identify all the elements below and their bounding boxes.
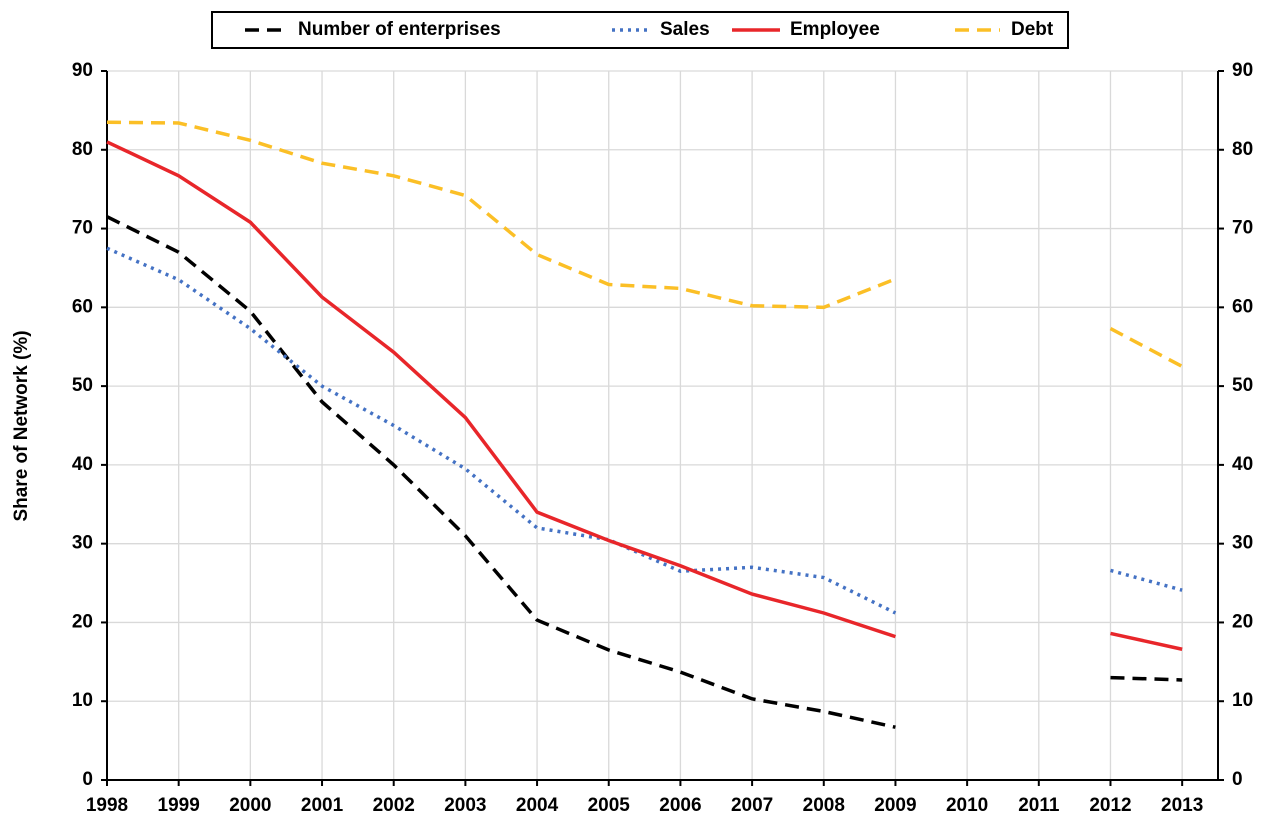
y2-tick-label: 0 — [1232, 769, 1243, 790]
legend-label: Sales — [660, 19, 710, 40]
y-tick-label: 50 — [72, 375, 93, 396]
y2-tick-label: 30 — [1232, 533, 1253, 554]
x-tick-label: 2007 — [731, 795, 773, 816]
y-tick-label: 60 — [72, 296, 93, 317]
y2-tick-label: 60 — [1232, 296, 1253, 317]
y-tick-label: 90 — [72, 60, 93, 81]
series-line — [106, 120, 1183, 368]
y2-tick-label: 50 — [1232, 375, 1253, 396]
y2-tick-label: 40 — [1232, 454, 1253, 475]
series-line — [106, 140, 1183, 651]
series-line — [106, 246, 1183, 615]
y-tick-label: 70 — [72, 218, 93, 239]
x-tick-label: 2010 — [946, 795, 988, 816]
y2-tick-label: 90 — [1232, 60, 1253, 81]
x-tick-label: 2002 — [373, 795, 415, 816]
x-tick-label: 2011 — [1018, 795, 1060, 816]
x-tick-label: 2001 — [301, 795, 344, 816]
x-tick-label: 2000 — [229, 795, 271, 816]
y-tick-label: 40 — [72, 454, 93, 475]
y-axis-label: Share of Network (%) — [11, 330, 32, 521]
legend-label: Number of enterprises — [298, 19, 501, 40]
y2-tick-label: 70 — [1232, 218, 1253, 239]
series-line — [106, 215, 1183, 729]
legend-label: Debt — [1011, 19, 1054, 40]
x-tick-label: 2008 — [803, 795, 845, 816]
x-tick-label: 2013 — [1161, 795, 1203, 816]
x-tick-label: 2009 — [874, 795, 916, 816]
y2-tick-label: 80 — [1232, 139, 1253, 160]
y-tick-label: 80 — [72, 139, 93, 160]
x-tick-label: 2012 — [1089, 795, 1131, 816]
x-tick-label: 2004 — [516, 795, 559, 816]
x-tick-label: 2003 — [444, 795, 486, 816]
y-tick-label: 30 — [72, 533, 93, 554]
x-tick-label: 2006 — [659, 795, 701, 816]
legend-box — [211, 11, 1069, 49]
legend-label: Employee — [790, 19, 880, 40]
x-tick-label: 1998 — [86, 795, 128, 816]
y2-tick-label: 10 — [1232, 690, 1253, 711]
y2-tick-label: 20 — [1232, 611, 1253, 632]
x-tick-label: 1999 — [158, 795, 200, 816]
y-tick-label: 0 — [82, 769, 93, 790]
y-tick-label: 20 — [72, 611, 93, 632]
x-tick-label: 2005 — [588, 795, 631, 816]
y-tick-label: 10 — [72, 690, 93, 711]
